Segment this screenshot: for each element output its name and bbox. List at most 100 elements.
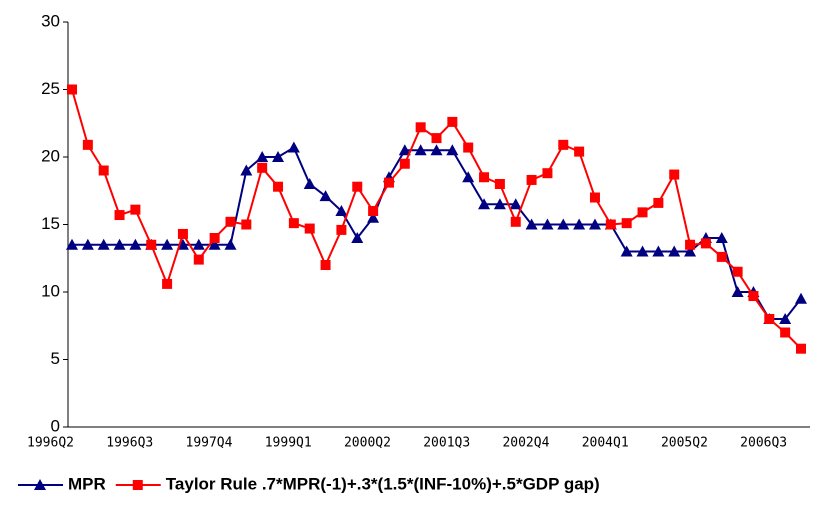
marker (257, 162, 268, 173)
marker (779, 313, 792, 324)
marker (430, 144, 443, 156)
x-tick-label: 2004Q1 (582, 436, 629, 451)
marker (621, 218, 632, 229)
marker (446, 144, 459, 156)
marker (636, 245, 649, 257)
marker (335, 205, 348, 216)
marker (525, 218, 538, 230)
marker (352, 181, 363, 192)
y-tick-label: 15 (41, 214, 60, 233)
marker (462, 171, 475, 183)
marker (336, 224, 347, 235)
marker (542, 168, 553, 179)
marker (541, 218, 554, 230)
marker (319, 190, 332, 202)
marker (493, 198, 506, 210)
marker (162, 278, 173, 289)
marker (526, 174, 537, 185)
marker (82, 139, 93, 150)
marker (716, 251, 727, 262)
marker (240, 164, 253, 176)
marker (193, 254, 204, 265)
legend-marker (132, 480, 143, 490)
marker (287, 141, 300, 153)
marker (558, 139, 569, 150)
marker (557, 218, 570, 230)
marker (273, 181, 284, 192)
marker (398, 144, 411, 156)
marker (192, 238, 205, 250)
marker (383, 177, 394, 188)
marker (272, 151, 285, 162)
series (66, 141, 807, 324)
legend-label: Taylor Rule .7*MPR(-1)+.3*(1.5*(INF-10%)… (166, 474, 600, 493)
marker (256, 151, 269, 162)
marker (669, 169, 680, 180)
marker (177, 228, 188, 239)
marker (288, 218, 299, 229)
series (67, 84, 806, 354)
marker (129, 238, 142, 250)
marker (81, 238, 94, 250)
marker (509, 198, 522, 210)
marker (620, 245, 633, 257)
legend-label: MPR (68, 474, 106, 493)
x-tick-label: 2001Q3 (423, 436, 470, 451)
marker (731, 286, 744, 297)
marker (113, 238, 126, 250)
marker (224, 238, 237, 250)
marker (574, 146, 585, 157)
marker (66, 238, 78, 250)
marker (415, 122, 426, 133)
marker (225, 216, 236, 227)
x-tick-label: 1996Q2 (27, 436, 74, 451)
x-tick-label: 1999Q1 (265, 436, 312, 451)
marker (209, 233, 220, 243)
marker (399, 158, 410, 169)
marker (588, 218, 601, 230)
y-tick-label: 10 (41, 281, 60, 300)
marker (431, 133, 442, 144)
marker (351, 232, 364, 243)
marker (114, 210, 125, 221)
marker (795, 292, 807, 304)
marker (367, 211, 380, 223)
x-tick-label: 1997Q4 (186, 436, 233, 451)
marker (668, 245, 681, 257)
x-tick-label: 1996Q3 (106, 436, 153, 451)
marker (447, 116, 458, 127)
marker (700, 238, 711, 249)
marker (130, 204, 141, 215)
x-tick-label: 2005Q2 (661, 436, 708, 451)
marker (97, 238, 110, 250)
marker (732, 266, 743, 277)
marker (573, 218, 586, 230)
x-tick-label: 2006Q3 (740, 436, 787, 451)
marker (368, 206, 379, 216)
marker (780, 327, 791, 338)
x-tick-label: 2000Q2 (344, 436, 391, 451)
marker (303, 178, 316, 189)
marker (241, 219, 252, 230)
marker (684, 245, 697, 257)
y-tick-label: 25 (41, 79, 60, 98)
marker (605, 219, 616, 230)
marker (161, 238, 174, 250)
marker (479, 172, 490, 183)
marker (637, 207, 648, 218)
marker (146, 239, 157, 250)
marker (208, 238, 221, 250)
marker (510, 216, 521, 227)
marker (494, 179, 505, 189)
y-tick-label: 20 (41, 146, 60, 165)
marker (67, 84, 77, 95)
marker (653, 197, 664, 208)
legend-marker (34, 479, 46, 490)
marker (589, 192, 600, 203)
marker (463, 142, 474, 153)
marker (98, 165, 109, 176)
marker (176, 238, 189, 250)
marker (764, 314, 775, 324)
